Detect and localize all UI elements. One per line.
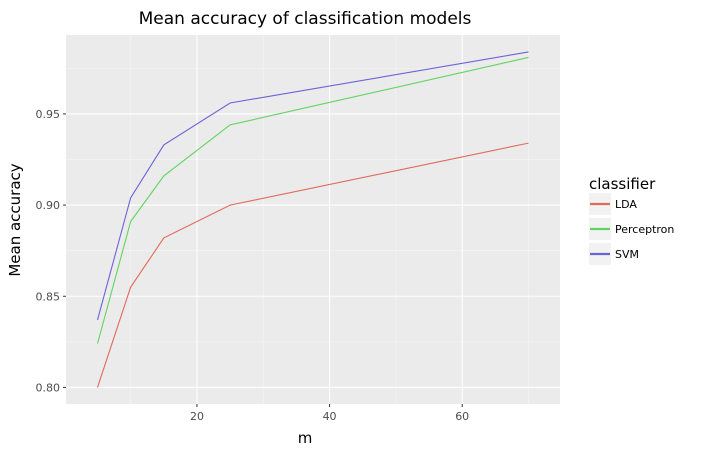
x-tick-label: 40 — [323, 410, 337, 423]
grid-major — [66, 35, 560, 404]
x-axis: 20 40 60 — [190, 404, 469, 423]
y-tick-label: 0.85 — [36, 290, 61, 303]
x-tick-label: 20 — [190, 410, 204, 423]
series-line-svm — [96, 51, 529, 321]
plot-panel — [66, 35, 560, 404]
legend: classifier LDA Perceptron SVM — [589, 175, 674, 265]
chart-title: Mean accuracy of classification models — [139, 9, 472, 29]
y-tick-label: 0.95 — [36, 108, 61, 121]
series-line-lda — [96, 142, 529, 388]
legend-label-lda: LDA — [615, 198, 637, 211]
grid-minor — [66, 35, 560, 404]
x-axis-label: m — [298, 429, 313, 447]
legend-label-svm: SVM — [615, 248, 639, 261]
series-lines — [96, 51, 529, 388]
y-tick-label: 0.90 — [36, 199, 61, 212]
legend-title: classifier — [589, 175, 656, 193]
y-axis-label: Mean accuracy — [6, 163, 24, 276]
series-line-perceptron — [96, 56, 529, 344]
y-axis: 0.80 0.85 0.90 0.95 — [36, 108, 66, 394]
x-tick-label: 60 — [455, 410, 469, 423]
y-tick-label: 0.80 — [36, 381, 61, 394]
legend-label-perceptron: Perceptron — [615, 223, 674, 236]
